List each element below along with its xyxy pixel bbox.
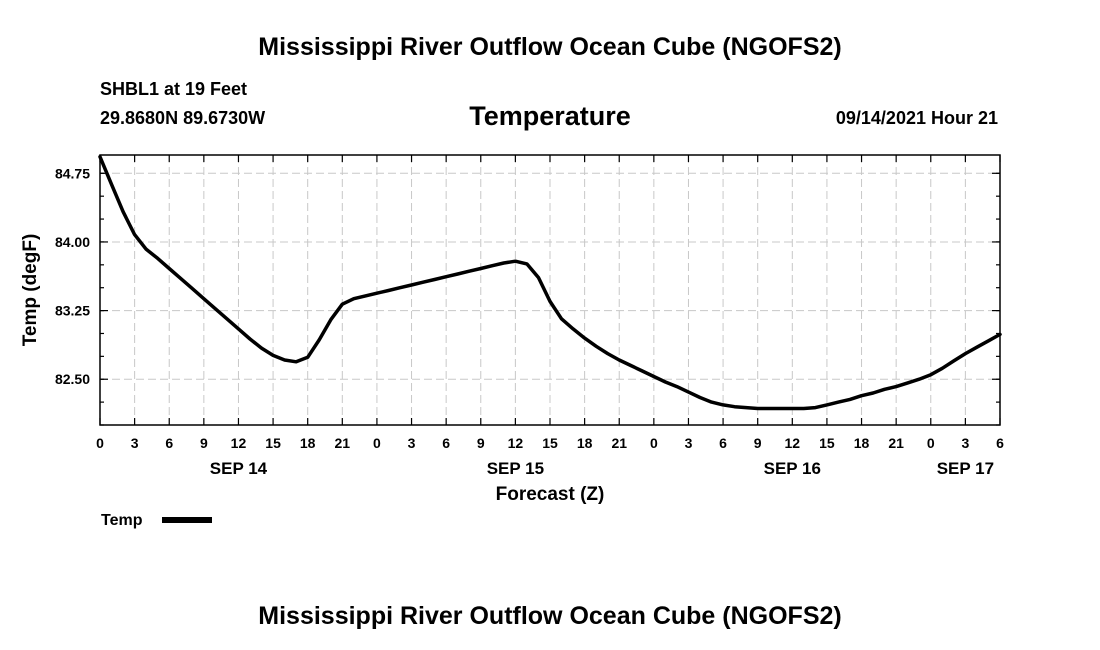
coordinates-label: 29.8680N 89.6730W xyxy=(100,108,265,128)
x-tick-label: 9 xyxy=(200,435,208,451)
y-tick-label: 84.00 xyxy=(55,234,90,250)
x-tick-label: 18 xyxy=(854,435,870,451)
x-tick-label: 9 xyxy=(754,435,762,451)
x-tick-label: 6 xyxy=(442,435,450,451)
plot-frame xyxy=(99,154,1001,426)
y-tick-label: 83.25 xyxy=(55,303,90,319)
x-tick-label: 12 xyxy=(785,435,801,451)
x-tick-label: 12 xyxy=(508,435,524,451)
x-tick-labels: 0 3 6 9 12 15 18 21 0 3 6 9 12 15 18 21 0 3 6 9 12 15 18 21 0 3 6 xyxy=(96,435,1004,451)
date-labels: SEP 14 SEP 15 SEP 16 SEP 17 xyxy=(210,459,994,478)
variable-title: Temperature xyxy=(469,101,631,131)
x-tick-label: 15 xyxy=(819,435,835,451)
x-tick-label: 21 xyxy=(335,435,351,451)
x-tick-label: 3 xyxy=(961,435,969,451)
date-label: SEP 16 xyxy=(764,459,821,478)
chart-main-title: Mississippi River Outflow Ocean Cube (NG… xyxy=(258,33,841,61)
x-tick-label: 18 xyxy=(300,435,316,451)
x-axis-label: Forecast (Z) xyxy=(496,484,605,505)
grid-lines xyxy=(100,155,1000,425)
x-tick-label: 0 xyxy=(927,435,935,451)
station-label: SHBL1 at 19 Feet xyxy=(100,79,247,99)
x-tick-label: 0 xyxy=(650,435,658,451)
x-tick-label: 12 xyxy=(231,435,247,451)
date-label: SEP 14 xyxy=(210,459,268,478)
temp-series-line xyxy=(98,155,1002,411)
x-tick-label: 6 xyxy=(165,435,173,451)
chart-footer-title: Mississippi River Outflow Ocean Cube (NG… xyxy=(258,602,841,630)
x-tick-label: 3 xyxy=(408,435,416,451)
x-tick-label: 18 xyxy=(577,435,593,451)
x-tick-label: 0 xyxy=(96,435,104,451)
x-tick-label: 21 xyxy=(611,435,627,451)
x-tick-label: 3 xyxy=(131,435,139,451)
date-label: SEP 17 xyxy=(937,459,994,478)
y-tick-labels: 82.50 83.25 84.00 84.75 xyxy=(55,165,90,387)
x-tick-label: 21 xyxy=(888,435,904,451)
legend-label: Temp xyxy=(101,512,143,529)
y-tick-label: 82.50 xyxy=(55,371,90,387)
x-tick-label: 9 xyxy=(477,435,485,451)
x-tick-label: 15 xyxy=(265,435,281,451)
y-axis-label: Temp (degF) xyxy=(20,234,41,347)
x-tick-label: 6 xyxy=(996,435,1004,451)
x-tick-label: 6 xyxy=(719,435,727,451)
x-tick-label: 15 xyxy=(542,435,558,451)
x-tick-label: 0 xyxy=(373,435,381,451)
legend: Temp xyxy=(101,512,212,529)
x-tick-label: 3 xyxy=(685,435,693,451)
datetime-label: 09/14/2021 Hour 21 xyxy=(836,108,998,128)
date-label: SEP 15 xyxy=(487,459,544,478)
y-tick-label: 84.75 xyxy=(55,165,90,181)
